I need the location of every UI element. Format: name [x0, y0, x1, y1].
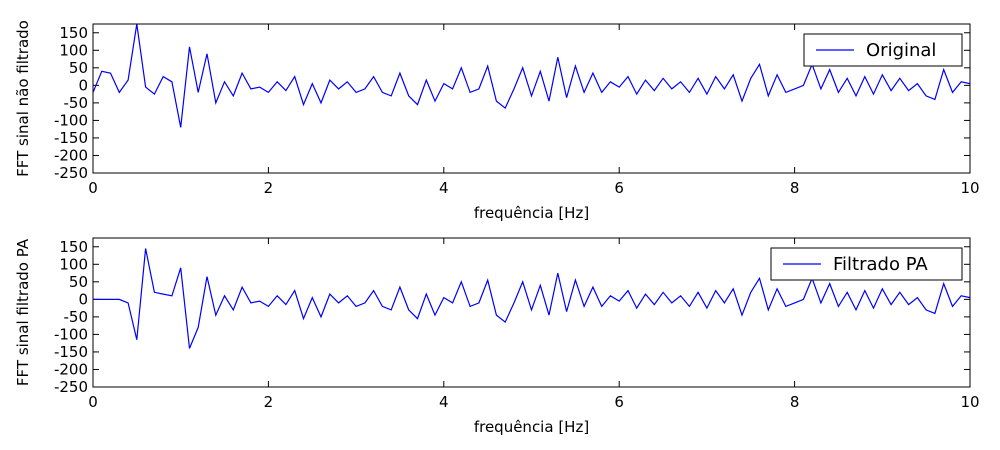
y-axis-label: FFT sinal filtrado PA: [14, 238, 32, 386]
x-axis-label: frequência [Hz]: [474, 204, 589, 222]
y-tick-label: 100: [59, 41, 88, 59]
x-tick-label: 4: [439, 393, 449, 411]
y-tick-label: 100: [59, 255, 88, 273]
x-tick-label: 0: [88, 393, 98, 411]
x-tick-label: 8: [790, 179, 800, 197]
y-tick-label: 0: [78, 76, 88, 94]
x-tick-label: 10: [960, 179, 979, 197]
y-axis-label: FFT sinal não filtrado: [14, 20, 32, 177]
x-axis-label: frequência [Hz]: [474, 418, 589, 436]
y-tick-label: -250: [54, 164, 88, 182]
y-tick-label: -200: [54, 360, 88, 378]
data-line: [93, 248, 970, 349]
y-tick-label: -250: [54, 378, 88, 396]
axes-frame: [92, 237, 971, 388]
x-tick-label: 6: [614, 179, 624, 197]
x-tick-label: 10: [960, 393, 979, 411]
y-tick-label: 150: [59, 24, 88, 42]
x-tick-label: 4: [439, 179, 449, 197]
y-tick-label: -50: [64, 94, 89, 112]
y-tick-label: -50: [64, 308, 89, 326]
x-tick-label: 0: [88, 179, 98, 197]
y-tick-label: -100: [54, 111, 88, 129]
y-tick-label: 150: [59, 238, 88, 256]
x-tick-label: 6: [614, 393, 624, 411]
legend-label: Filtrado PA: [833, 254, 928, 275]
x-tick-label: 2: [264, 179, 274, 197]
y-tick-label: 50: [69, 59, 88, 77]
y-tick-label: 0: [78, 290, 88, 308]
y-tick-label: -150: [54, 129, 88, 147]
axes-frame: [92, 23, 971, 174]
y-tick-label: -150: [54, 343, 88, 361]
x-tick-label: 8: [790, 393, 800, 411]
y-tick-label: -200: [54, 146, 88, 164]
data-line: [93, 24, 970, 128]
y-tick-label: 50: [69, 273, 88, 291]
y-tick-label: -100: [54, 325, 88, 343]
x-tick-label: 2: [264, 393, 274, 411]
legend-label: Original: [866, 40, 936, 61]
